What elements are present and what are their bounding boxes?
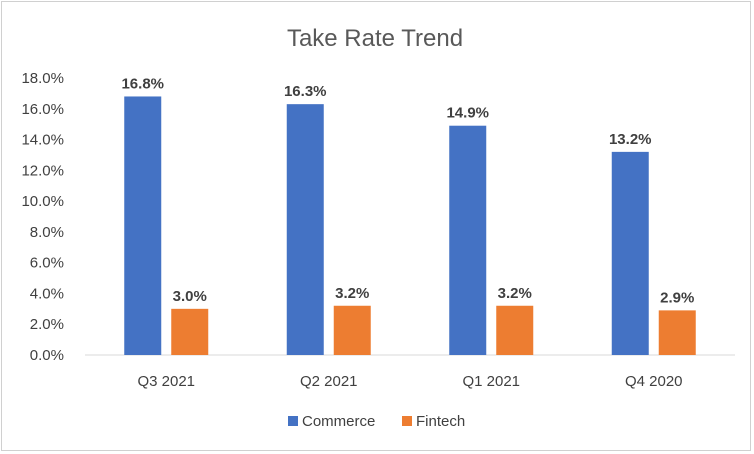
data-label-commerce: 14.9% — [446, 105, 489, 122]
data-label-fintech: 3.2% — [498, 285, 532, 302]
bar-fintech — [658, 310, 696, 355]
x-category-label: Q4 2020 — [625, 373, 683, 390]
y-tick-label: 6.0% — [30, 255, 64, 272]
bar-fintech — [333, 305, 371, 355]
legend-label-commerce: Commerce — [302, 413, 375, 430]
y-tick-label: 4.0% — [30, 285, 64, 302]
y-tick-label: 18.0% — [21, 70, 64, 87]
category-labels: Q3 2021 Q2 2021 Q1 2021 Q4 2020 — [137, 373, 682, 390]
data-label-commerce: 16.8% — [121, 75, 164, 92]
bars — [124, 96, 696, 356]
y-axis-ticks: 0.0% 2.0% 4.0% 6.0% 8.0% 10.0% 12.0% 14.0% 16.0%… — [21, 70, 64, 364]
bar-fintech — [496, 305, 534, 355]
bar-commerce — [611, 151, 649, 355]
y-tick-label: 16.0% — [21, 101, 64, 118]
bar-fintech — [171, 308, 209, 355]
bar-commerce — [124, 96, 162, 355]
data-labels: 16.8% 3.0% 16.3% 3.2% 14.9% 3.2% 13.2% 2.9% — [121, 75, 694, 306]
y-tick-label: 14.0% — [21, 132, 64, 149]
legend-swatch-fintech — [402, 416, 412, 426]
y-tick-label: 12.0% — [21, 162, 64, 179]
chart-title: Take Rate Trend — [287, 25, 463, 52]
bar-commerce — [449, 125, 487, 355]
x-category-label: Q3 2021 — [137, 373, 195, 390]
data-label-commerce: 16.3% — [284, 83, 327, 100]
data-label-fintech: 2.9% — [660, 289, 694, 306]
data-label-commerce: 13.2% — [609, 131, 652, 148]
y-tick-label: 8.0% — [30, 224, 64, 241]
data-label-fintech: 3.2% — [335, 285, 369, 302]
y-tick-label: 2.0% — [30, 316, 64, 333]
data-label-fintech: 3.0% — [173, 288, 207, 305]
legend-swatch-commerce — [288, 416, 298, 426]
legend-label-fintech: Fintech — [416, 413, 465, 430]
x-category-label: Q1 2021 — [462, 373, 520, 390]
x-category-label: Q2 2021 — [300, 373, 358, 390]
y-tick-label: 10.0% — [21, 193, 64, 210]
y-tick-label: 0.0% — [30, 347, 64, 364]
legend: Commerce Fintech — [288, 413, 465, 430]
bar-commerce — [286, 104, 324, 356]
